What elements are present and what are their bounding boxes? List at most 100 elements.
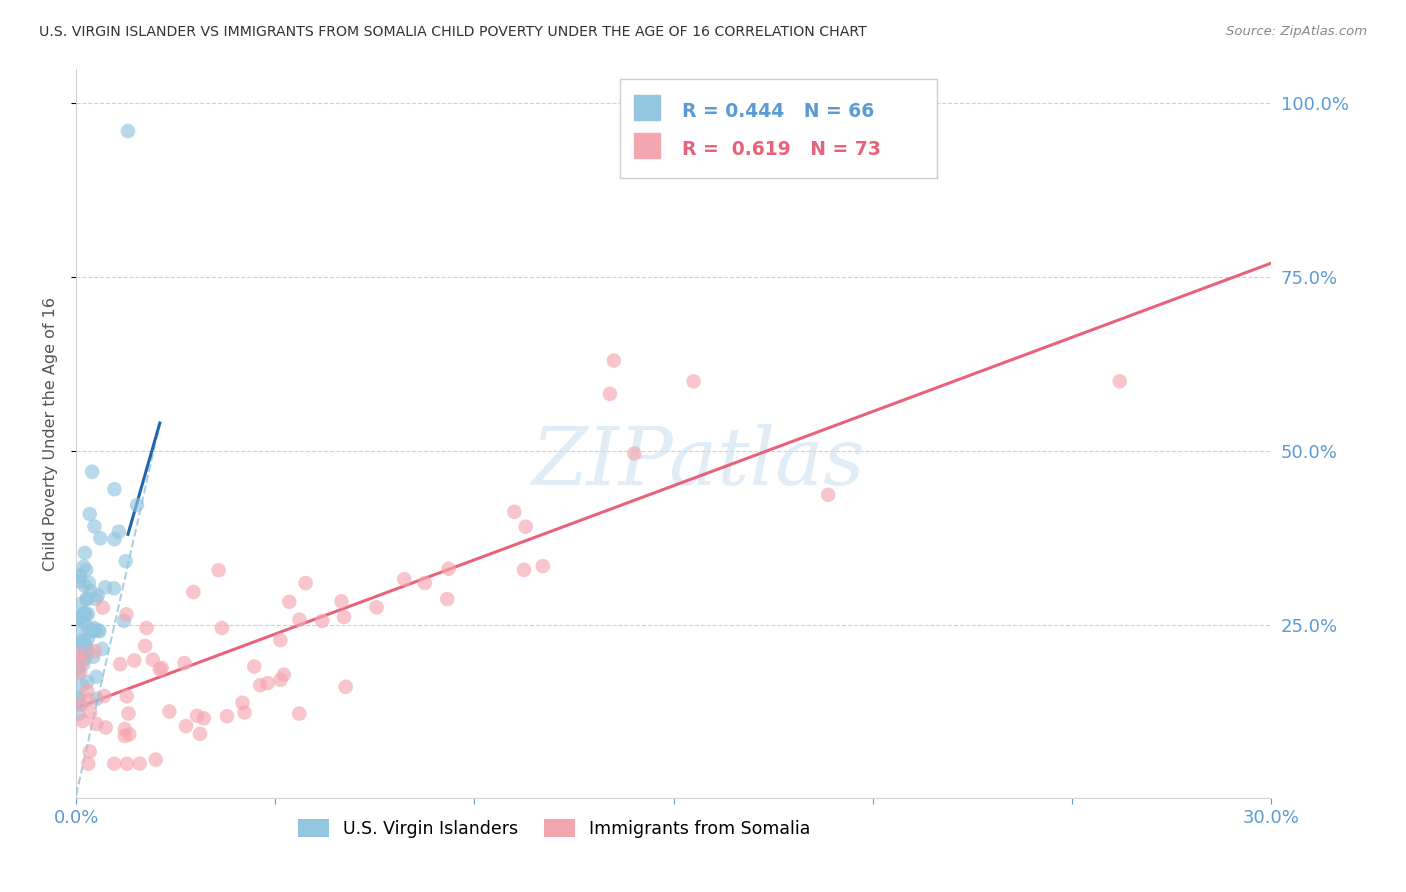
Point [73,607,96,621]
Point [70,698,93,712]
Point [817,488,839,502]
Point [67,691,90,706]
Point [288,613,311,627]
Text: ZIPatlas: ZIPatlas [531,424,865,501]
Point [73,579,96,593]
Point [150,661,173,675]
Point [72,657,94,672]
Text: R =  0.619   N = 73: R = 0.619 N = 73 [682,140,882,159]
Point [115,607,138,622]
Text: Source: ZipAtlas.com: Source: ZipAtlas.com [1226,25,1367,38]
Point [278,595,301,609]
Point [193,711,215,725]
Point [436,592,458,607]
Point [87,624,110,638]
Point [75,563,97,577]
Point [513,563,536,577]
Point [69,568,91,582]
Legend: U.S. Virgin Islanders, Immigrants from Somalia: U.S. Virgin Islanders, Immigrants from S… [291,812,817,845]
Point [76,684,98,698]
Point [73,651,96,665]
Point [335,680,357,694]
Point [79,745,101,759]
Point [75,644,97,658]
Point [108,524,131,539]
Point [103,532,125,546]
Point [76,591,98,606]
FancyBboxPatch shape [634,95,661,120]
Point [294,576,316,591]
Point [67,652,90,666]
Point [67,690,90,705]
Point [149,662,172,676]
Point [86,717,108,731]
Point [173,656,195,670]
Point [186,708,208,723]
Point [83,621,105,635]
Point [174,719,197,733]
Text: R = 0.444   N = 66: R = 0.444 N = 66 [682,102,875,121]
Point [72,634,94,648]
Point [67,661,90,675]
Point [215,709,238,723]
Point [118,727,141,741]
Point [93,689,115,703]
Point [134,639,156,653]
Point [531,559,554,574]
Point [77,756,100,771]
Point [114,729,136,743]
Point [77,575,100,590]
Y-axis label: Child Poverty Under the Age of 16: Child Poverty Under the Age of 16 [44,296,58,571]
Point [69,647,91,661]
Point [70,678,93,692]
Point [413,576,436,591]
Point [70,632,93,647]
Point [183,585,205,599]
Point [243,659,266,673]
Point [67,666,90,681]
Point [515,520,537,534]
Point [69,697,91,711]
Point [269,673,291,687]
Point [603,353,626,368]
Point [67,620,90,634]
Point [69,609,91,624]
Point [599,387,621,401]
Point [89,531,111,545]
Point [69,635,91,649]
Point [72,615,94,629]
Point [86,670,108,684]
Point [91,642,114,657]
Point [256,676,278,690]
Point [80,624,103,638]
Point [77,620,100,634]
Point [366,600,388,615]
Point [73,546,96,560]
Point [110,657,132,672]
Point [125,498,148,512]
Point [89,624,111,639]
Point [231,696,253,710]
Point [207,563,229,577]
Point [211,621,233,635]
Point [86,589,108,603]
Point [70,654,93,668]
Point [70,640,93,654]
Point [249,678,271,692]
Point [333,610,356,624]
Point [82,465,104,479]
Point [75,646,97,660]
Point [437,562,460,576]
Point [330,594,353,608]
Point [77,692,100,706]
Point [67,707,90,722]
Point [76,592,98,607]
Point [233,706,256,720]
Point [117,706,139,721]
Point [1108,375,1130,389]
Point [103,756,125,771]
Point [394,572,416,586]
Point [79,705,101,719]
Point [86,691,108,706]
Point [69,569,91,583]
